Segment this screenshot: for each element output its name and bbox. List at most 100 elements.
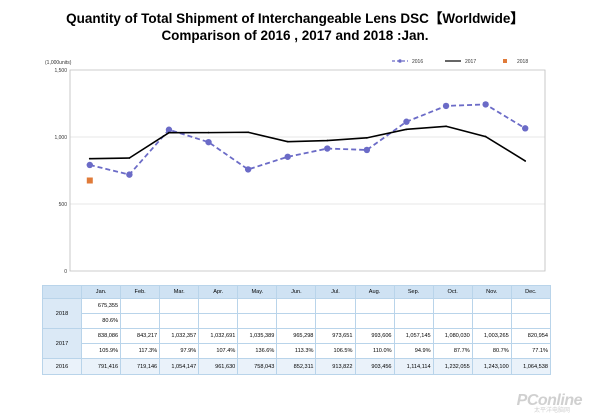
yoy-percent-cell: [237, 313, 278, 329]
data-point-2017: [445, 125, 447, 128]
month-header: Jan.: [81, 285, 122, 299]
shipment-value-cell: [159, 298, 200, 314]
shipment-value-cell: 843,217: [120, 328, 161, 344]
shipment-value-cell: 1,064,538: [510, 358, 552, 375]
month-header: Jun.: [276, 285, 317, 299]
chart-title-line-1: Quantity of Total Shipment of Interchang…: [66, 11, 524, 26]
yoy-percent-cell: 105.9%: [81, 343, 122, 359]
series-line-2016: [89, 103, 526, 176]
data-point-2017: [168, 131, 170, 134]
shipment-value-cell: 961,630: [198, 358, 239, 375]
month-header: May.: [237, 285, 278, 299]
yoy-percent-cell: [315, 313, 356, 329]
shipment-value-cell: 1,232,055: [432, 358, 473, 375]
table-row: 2018 675,355: [41, 298, 552, 329]
data-point-2016: [363, 146, 371, 154]
month-header: Dec.: [510, 285, 552, 299]
data-point-2016: [244, 166, 252, 173]
data-point-2016: [126, 171, 133, 178]
shipment-value-cell: [432, 298, 473, 314]
data-point-2017: [326, 139, 329, 142]
data-point-2017: [524, 160, 527, 162]
legend-label: 2018: [517, 59, 528, 65]
yoy-percent-cell: [198, 313, 239, 329]
shipment-value-cell: [471, 298, 512, 314]
data-table: Jan. Feb. Mar. Apr. May. Jun. Jul. Aug. Sep. Oct.…: [41, 285, 552, 375]
month-header: Mar.: [159, 285, 200, 299]
yoy-percent-cell: [393, 313, 434, 329]
shipment-value-cell: 675,355: [81, 298, 122, 314]
shipment-value-cell: 965,298: [276, 328, 317, 344]
y-tick-label: 1,500: [54, 68, 67, 74]
series-line-2017: [89, 125, 526, 162]
shipment-value-cell: 993,606: [354, 328, 395, 344]
data-point-2016: [205, 138, 212, 146]
data-point-2017: [286, 140, 289, 143]
month-header: Sep.: [393, 285, 434, 299]
y-tick-label: 500: [59, 202, 68, 208]
shipment-value-cell: 903,456: [354, 358, 395, 375]
shipment-value-cell: 852,311: [276, 358, 317, 375]
data-point-2017: [128, 157, 131, 159]
watermark-logo: PConline: [516, 392, 583, 409]
yoy-percent-cell: 80.6%: [81, 313, 122, 329]
yoy-percent-cell: [510, 313, 552, 329]
shipment-value-cell: [120, 298, 161, 314]
data-point-2016: [86, 161, 93, 169]
shipment-value-cell: 1,114,114: [393, 358, 434, 375]
month-header: Jul.: [315, 285, 356, 299]
yoy-percent-cell: 106.5%: [315, 343, 356, 359]
yoy-percent-cell: [159, 313, 200, 329]
shipment-value-cell: 1,054,147: [159, 358, 200, 375]
data-point-2016: [284, 153, 291, 160]
shipment-value-cell: [510, 298, 552, 314]
yoy-percent-cell: 117.3%: [120, 343, 161, 359]
shipment-value-cell: [354, 298, 395, 314]
yoy-percent-cell: [471, 313, 512, 329]
yoy-percent-cell: 87.7%: [432, 343, 473, 359]
table-row-pct: 80.6%: [43, 313, 552, 329]
year-label: 2017: [41, 328, 83, 359]
yoy-percent-cell: 136.6%: [237, 343, 278, 359]
yoy-percent-cell: [432, 313, 473, 329]
plot-area-frame: [69, 69, 546, 272]
data-point-2017: [207, 131, 210, 134]
legend-swatch-marker: [398, 59, 402, 63]
chart-title: Quantity of Total Shipment of Interchang…: [0, 10, 590, 44]
line-chart: 0 500 1,000 1,500 (1,000units) 2016 2017 2018: [45, 59, 546, 275]
data-point-2016: [522, 125, 529, 132]
shipment-value-cell: [237, 298, 278, 314]
shipment-value-cell: 1,003,265: [471, 328, 512, 344]
shipment-value-cell: 1,035,389: [237, 328, 278, 344]
shipment-value-cell: [393, 298, 434, 314]
data-point-2016: [324, 145, 331, 152]
data-point-2016: [482, 101, 489, 108]
data-point-2017: [365, 136, 368, 139]
shipment-value-cell: 758,043: [237, 358, 278, 375]
data-point-2017: [484, 135, 487, 138]
month-header: Feb.: [120, 285, 161, 299]
year-label: 2016: [41, 358, 83, 375]
data-point-2017: [88, 157, 91, 160]
table-header-row: Jan. Feb. Mar. Apr. May. Jun. Jul. Aug. Sep. Oct.…: [41, 285, 552, 299]
table-corner-cell: [41, 285, 83, 299]
watermark-subtext: 太平洋电脑网: [533, 408, 570, 414]
month-header: Nov.: [471, 285, 512, 299]
data-point-2018: [86, 177, 93, 184]
data-point-2016: [165, 126, 173, 133]
y-tick-label: 0: [64, 269, 67, 275]
shipment-value-cell: [315, 298, 356, 314]
month-header: Aug.: [354, 285, 395, 299]
y-tick-label: 1,000: [54, 135, 67, 141]
year-label: 2018: [41, 298, 83, 329]
shipment-value-cell: 913,822: [315, 358, 356, 375]
table-row: 2017 838,086 843,217 1,032,357 1,032,691 1,03…: [41, 328, 552, 359]
legend-label: 2016: [412, 59, 423, 65]
month-header: Apr.: [198, 285, 239, 299]
shipment-value-cell: 791,416: [81, 358, 122, 375]
chart-title-line-2: Comparison of 2016 , 2017 and 2018 :Jan.: [161, 28, 429, 43]
data-point-2016: [442, 102, 450, 110]
yoy-percent-cell: [120, 313, 161, 329]
legend-label: 2017: [465, 59, 476, 65]
shipment-value-cell: 820,954: [510, 328, 552, 344]
